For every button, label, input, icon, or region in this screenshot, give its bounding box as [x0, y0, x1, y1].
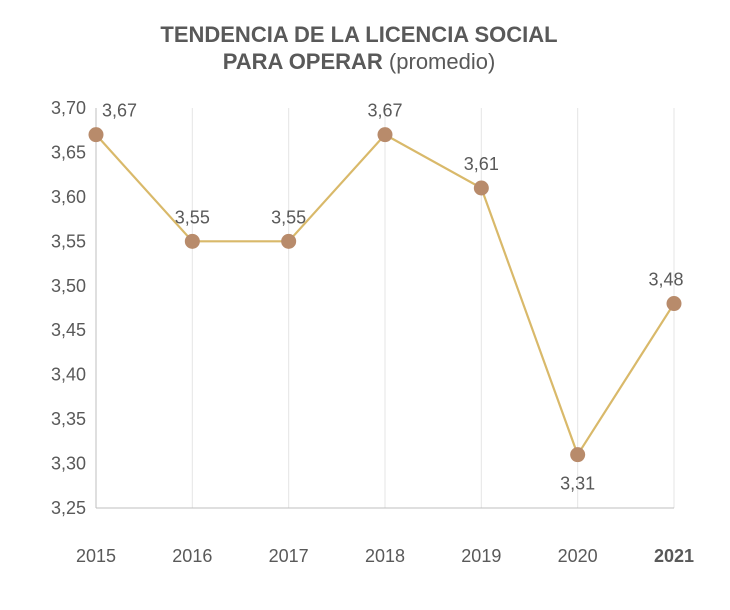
y-tick-label-3,45: 3,45 [51, 320, 86, 340]
y-axis-ticks: 3,25 3,30 3,35 3,40 3,45 3,50 3,55 3,60 3,65 3,70 [51, 98, 86, 518]
y-tick-label-3,70: 3,70 [51, 98, 86, 118]
data-label-2021: 3,48 [648, 270, 683, 290]
x-tick-label-2021: 2021 [654, 546, 694, 566]
y-tick-label-3,35: 3,35 [51, 409, 86, 429]
y-tick-label-3,65: 3,65 [51, 142, 86, 162]
data-label-2017: 3,55 [271, 207, 306, 227]
y-tick-label-3,40: 3,40 [51, 365, 86, 385]
y-tick-label-3,60: 3,60 [51, 187, 86, 207]
vertical-gridlines [95, 108, 675, 508]
marker-2016 [184, 233, 200, 249]
data-label-2018: 3,67 [367, 101, 402, 121]
x-tick-label-2020: 2020 [558, 546, 598, 566]
data-label-2019: 3,61 [464, 154, 499, 174]
y-tick-label-3,55: 3,55 [51, 231, 86, 251]
data-label-2020: 3,31 [560, 474, 595, 494]
chart-title-line2: PARA OPERAR (promedio) [223, 49, 496, 74]
y-tick-label-3,25: 3,25 [51, 498, 86, 518]
x-axis-ticks: 2015 2016 2017 2018 2019 2020 2021 [76, 546, 694, 566]
marker-2015 [88, 127, 104, 143]
x-tick-label-2016: 2016 [172, 546, 212, 566]
x-tick-label-2015: 2015 [76, 546, 116, 566]
y-tick-label-3,50: 3,50 [51, 276, 86, 296]
axes [95, 108, 674, 509]
series-markers [88, 127, 682, 463]
chart-title-bold-part: PARA OPERAR [223, 49, 383, 74]
x-tick-label-2017: 2017 [269, 546, 309, 566]
marker-2021 [666, 296, 682, 312]
marker-2020 [570, 447, 586, 463]
data-labels: 3,67 3,55 3,55 3,67 3,61 3,31 3,48 [102, 101, 684, 494]
y-tick-label-3,30: 3,30 [51, 454, 86, 474]
marker-2019 [473, 180, 489, 196]
x-tick-label-2019: 2019 [461, 546, 501, 566]
chart-title-rest-part: (promedio) [383, 49, 495, 74]
marker-2017 [281, 233, 297, 249]
data-label-2015: 3,67 [102, 101, 137, 121]
x-tick-label-2018: 2018 [365, 546, 405, 566]
chart-title-line1: TENDENCIA DE LA LICENCIA SOCIAL [160, 22, 557, 47]
marker-2018 [377, 127, 393, 143]
data-label-2016: 3,55 [175, 207, 210, 227]
